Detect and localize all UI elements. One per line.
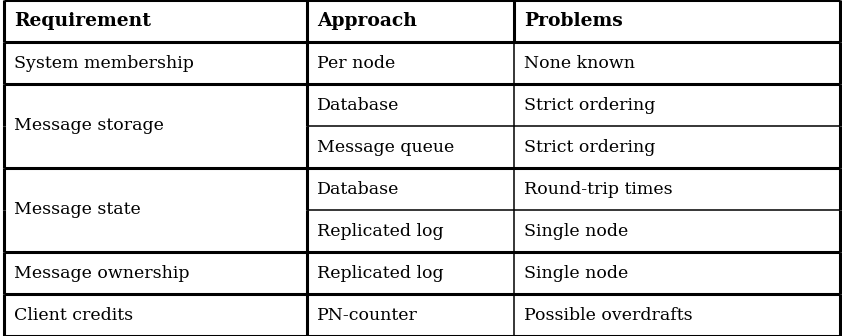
Text: Problems: Problems	[524, 12, 622, 30]
Text: Message queue: Message queue	[317, 138, 455, 156]
Text: Single node: Single node	[524, 222, 628, 240]
Text: Database: Database	[317, 180, 400, 198]
Text: Replicated log: Replicated log	[317, 222, 444, 240]
Text: System membership: System membership	[14, 54, 195, 72]
Text: Database: Database	[317, 96, 400, 114]
Text: Strict ordering: Strict ordering	[524, 96, 655, 114]
Text: PN-counter: PN-counter	[317, 306, 418, 324]
Text: Per node: Per node	[317, 54, 396, 72]
Text: Strict ordering: Strict ordering	[524, 138, 655, 156]
Text: Client credits: Client credits	[14, 306, 133, 324]
Text: Approach: Approach	[317, 12, 418, 30]
Text: Possible overdrafts: Possible overdrafts	[524, 306, 692, 324]
Text: Message ownership: Message ownership	[14, 264, 189, 282]
Text: Message state: Message state	[14, 202, 141, 218]
Text: Round-trip times: Round-trip times	[524, 180, 673, 198]
Text: None known: None known	[524, 54, 635, 72]
Text: Single node: Single node	[524, 264, 628, 282]
Text: Message storage: Message storage	[14, 118, 164, 134]
Text: Requirement: Requirement	[14, 12, 152, 30]
Text: Replicated log: Replicated log	[317, 264, 444, 282]
